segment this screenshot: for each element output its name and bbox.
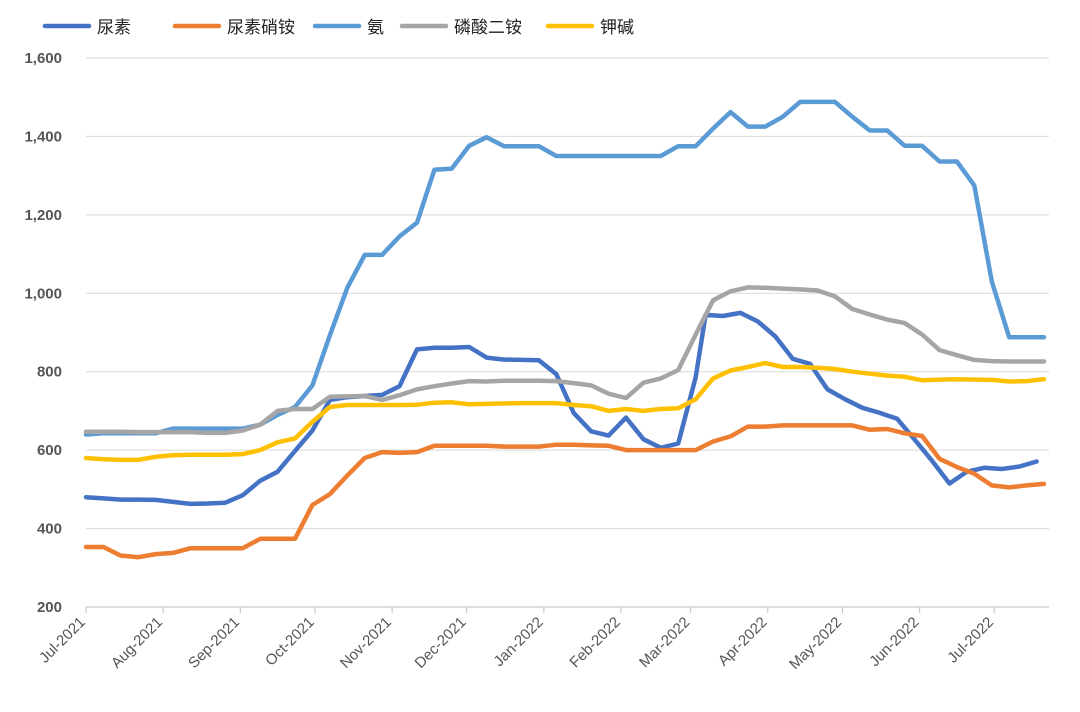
y-tick-label: 1,000 [24,285,62,302]
x-tick-label: Oct-2021 [262,614,318,670]
y-axis: 200 400 600 800 1,000 1,200 1,400 1,600 [24,50,62,616]
chart-legend: 尿素 尿素硝铵 氨 磷酸二铵 钾碱 [42,18,634,38]
legend-label: 磷酸二铵 [454,18,522,38]
series-line-3 [83,99,1047,437]
x-tick-label: Sep-2021 [185,614,243,672]
series-line-5 [83,360,1047,463]
x-axis: Jul-2021 Aug-2021 Sep-2021 Oct-2021 Nov-2021… [36,606,1049,673]
x-tick-label: Dec-2021 [412,614,470,672]
x-tick-label: Jan-2022 [490,614,546,670]
y-tick-label: 1,400 [24,128,62,145]
x-tick-label: Apr-2022 [715,614,771,670]
y-tick-label: 200 [37,599,62,616]
legend-label: 尿素 [97,18,131,38]
x-tick-label: Jun-2022 [866,614,922,670]
y-tick-label: 800 [37,364,62,381]
x-tick-label: Jul-2022 [944,614,997,667]
y-tick-label: 1,200 [24,207,62,224]
x-tick-label: Feb-2022 [566,614,623,671]
x-tick-label: Mar-2022 [636,614,693,671]
series-line-2 [83,423,1047,560]
series-line-4 [83,285,1047,436]
legend-label: 钾碱 [600,18,634,38]
x-tick-label: Aug-2021 [108,614,166,672]
series-line-1 [83,310,1039,507]
legend-label: 氨 [367,18,384,38]
y-tick-label: 1,600 [24,50,62,67]
y-tick-label: 400 [37,521,62,538]
chart-series [83,99,1047,560]
legend-label: 尿素硝铵 [227,18,295,38]
chart-gridlines [86,57,1049,530]
x-tick-label: Nov-2021 [337,614,395,672]
x-tick-label: May-2022 [786,614,845,673]
y-tick-label: 600 [37,442,62,459]
x-tick-label: Jul-2021 [36,614,89,667]
